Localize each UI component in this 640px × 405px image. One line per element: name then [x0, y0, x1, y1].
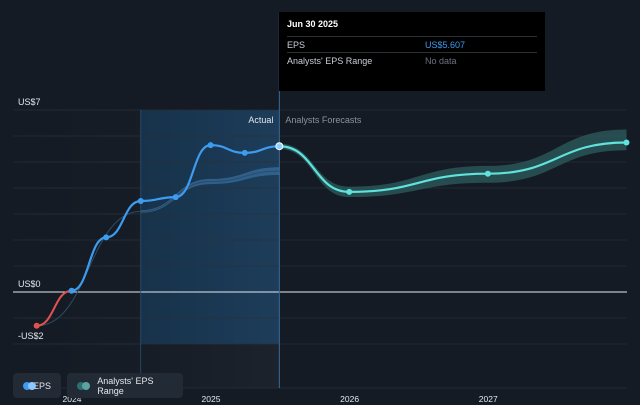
tooltip-date: Jun 30 2025	[287, 19, 339, 29]
tooltip-eps-value: US$5.607	[425, 40, 466, 50]
x-tick-label: 2026	[340, 394, 359, 404]
actual-label: Actual	[248, 115, 273, 125]
range-trend-line	[36, 170, 280, 327]
legend-range-label: Analysts' EPS Range	[97, 375, 154, 396]
grid	[13, 12, 627, 389]
tooltip-row-range: Analysts' EPS Range No data	[287, 52, 537, 68]
range-legend-icon	[77, 381, 91, 390]
y-tick-label: US$0	[18, 279, 41, 289]
legend-eps-label: EPS	[32, 380, 51, 391]
eps-point	[241, 149, 248, 156]
axis-labels: US$7 US$0 -US$2 2024 2025 2026 2027 Actual Analy…	[18, 97, 498, 404]
x-tick-label: 2024	[63, 394, 82, 404]
eps-point	[33, 322, 40, 329]
forecast-range-band	[279, 129, 627, 198]
actual-range-band	[140, 167, 280, 213]
eps-legend-icon	[23, 381, 36, 390]
eps-point	[275, 142, 284, 151]
x-tick-label: 2025	[202, 394, 221, 404]
tooltip-range-label: Analysts' EPS Range	[287, 56, 373, 66]
x-tick-label: 2027	[479, 394, 498, 404]
eps-point	[172, 194, 179, 201]
forecast-label: Analysts Forecasts	[285, 115, 362, 125]
forecast-point	[623, 139, 630, 146]
eps-point	[137, 198, 144, 204]
eps-point	[103, 234, 110, 241]
eps-negative-line	[36, 289, 72, 327]
range-bands	[36, 129, 627, 327]
tooltip-eps-label: EPS	[287, 40, 306, 50]
tooltip-range-value: No data	[425, 56, 457, 66]
legend-range[interactable]: Analysts' EPS Range	[67, 373, 183, 398]
eps-point	[68, 287, 75, 294]
y-tick-label: -US$2	[18, 331, 44, 341]
series-points	[33, 139, 630, 329]
tooltip-row-eps: EPS US$5.607	[287, 36, 537, 52]
forecast-point	[346, 188, 353, 195]
eps-point	[207, 142, 214, 149]
tooltip: Jun 30 2025 EPS US$5.607 Analysts' EPS R…	[279, 12, 545, 91]
legend-eps[interactable]: EPS	[13, 373, 61, 398]
forecast-line	[279, 141, 627, 194]
actual-highlight-region	[140, 110, 280, 344]
y-tick-label: US$7	[18, 97, 41, 107]
forecast-point	[484, 170, 491, 177]
